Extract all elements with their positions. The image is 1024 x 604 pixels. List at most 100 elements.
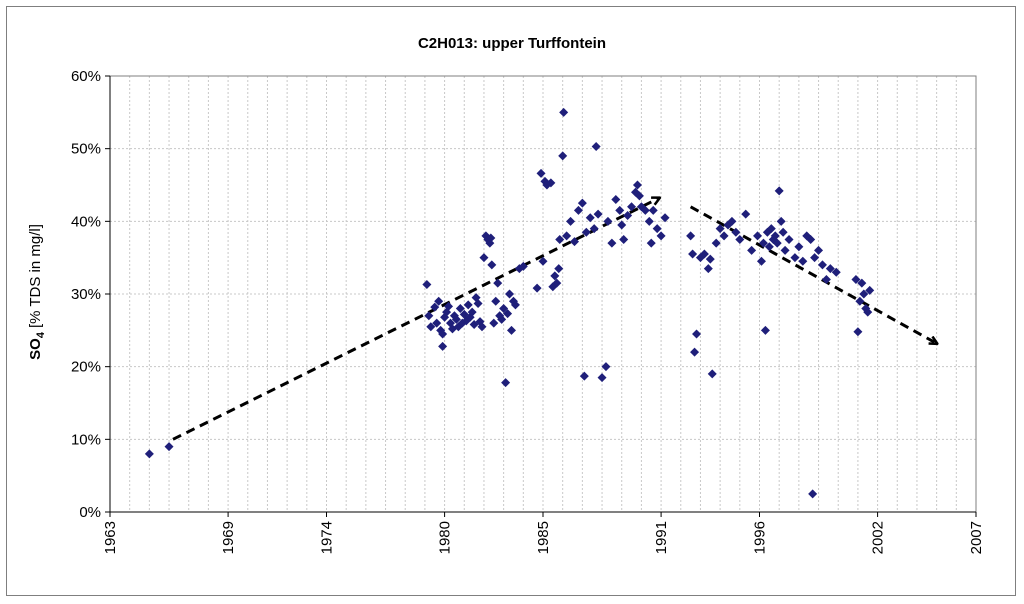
data-point — [646, 238, 656, 248]
data-point — [760, 325, 770, 335]
data-point — [703, 264, 713, 274]
data-point — [499, 304, 509, 314]
data-point — [491, 296, 501, 306]
data-point — [558, 151, 568, 161]
data-point — [532, 283, 542, 293]
data-point — [634, 191, 644, 201]
data-point — [550, 271, 560, 281]
data-point — [503, 309, 513, 319]
x-tick-label: 1963 — [102, 521, 119, 554]
data-point — [623, 211, 633, 221]
data-point — [444, 301, 454, 311]
data-point — [699, 249, 709, 259]
data-point — [857, 278, 867, 288]
data-point — [810, 253, 820, 263]
data-point — [477, 322, 487, 332]
data-point — [607, 238, 617, 248]
y-tick-label: 0% — [79, 504, 101, 521]
data-point — [603, 216, 613, 226]
data-point — [430, 302, 440, 312]
data-point — [855, 296, 865, 306]
data-point — [753, 231, 763, 241]
data-point — [562, 231, 572, 241]
data-point — [731, 227, 741, 237]
data-point — [766, 224, 776, 234]
data-point — [569, 237, 579, 247]
data-point — [851, 274, 861, 284]
data-point — [424, 311, 434, 321]
data-point — [493, 278, 503, 288]
data-point — [438, 329, 448, 339]
data-point — [774, 186, 784, 196]
data-point — [808, 489, 818, 499]
data-point — [806, 235, 816, 244]
data-point — [455, 304, 465, 314]
y-tick-label: 40% — [71, 213, 101, 230]
y-tick-labels: 0% 10% 20% 30% 40% 50% 60% — [71, 68, 101, 521]
data-point — [486, 233, 496, 243]
data-point — [546, 178, 556, 188]
data-point — [825, 264, 835, 274]
data-point — [865, 285, 875, 295]
data-point — [715, 224, 725, 234]
data-point — [652, 224, 662, 234]
x-tick-label: 1980 — [437, 521, 454, 554]
data-point — [611, 195, 621, 205]
data-point — [784, 235, 794, 244]
data-point — [817, 260, 827, 270]
data-point — [727, 216, 737, 226]
data-point — [438, 341, 448, 351]
data-point — [597, 373, 607, 383]
data-point — [686, 231, 696, 241]
y-tick-label: 10% — [71, 431, 101, 448]
data-point — [707, 369, 717, 379]
x-tick-label: 1974 — [319, 521, 336, 554]
data-point — [632, 180, 642, 190]
data-point — [644, 216, 654, 226]
data-point — [555, 235, 565, 244]
data-points — [144, 107, 875, 499]
data-point — [741, 209, 751, 219]
data-point — [510, 300, 520, 310]
y-axis-label-unit: [% TDS in mg/l] — [27, 224, 44, 328]
data-point — [591, 141, 601, 151]
data-point — [814, 245, 824, 255]
data-point — [831, 267, 841, 277]
trend-arrows — [172, 198, 937, 441]
data-point — [518, 261, 528, 271]
data-point — [479, 253, 489, 263]
data-point — [758, 238, 768, 248]
data-point — [776, 216, 786, 226]
data-point — [656, 231, 666, 241]
data-point — [648, 205, 658, 215]
data-point — [536, 168, 546, 178]
data-point — [690, 347, 700, 357]
data-point — [497, 314, 507, 324]
data-point — [144, 449, 154, 459]
y-tick-label: 30% — [71, 286, 101, 303]
data-point — [566, 216, 576, 226]
y-tick-label: 20% — [71, 359, 101, 376]
data-point — [451, 314, 461, 324]
data-point — [489, 318, 499, 328]
data-point — [559, 107, 569, 117]
data-point — [593, 209, 603, 219]
data-point — [463, 300, 473, 310]
data-point — [770, 231, 780, 241]
data-point — [573, 205, 583, 215]
data-point — [747, 245, 757, 255]
data-point — [772, 238, 782, 248]
data-point — [585, 213, 595, 223]
data-point — [615, 205, 625, 215]
data-point — [577, 198, 587, 208]
data-point — [764, 242, 774, 252]
data-point — [507, 325, 517, 335]
trend-arrow — [172, 198, 659, 441]
data-point — [778, 227, 788, 237]
data-point — [487, 260, 497, 270]
data-point — [863, 307, 873, 317]
data-point — [780, 245, 790, 255]
data-point — [422, 280, 432, 290]
axes — [105, 75, 977, 517]
x-tick-label: 2007 — [968, 521, 985, 554]
